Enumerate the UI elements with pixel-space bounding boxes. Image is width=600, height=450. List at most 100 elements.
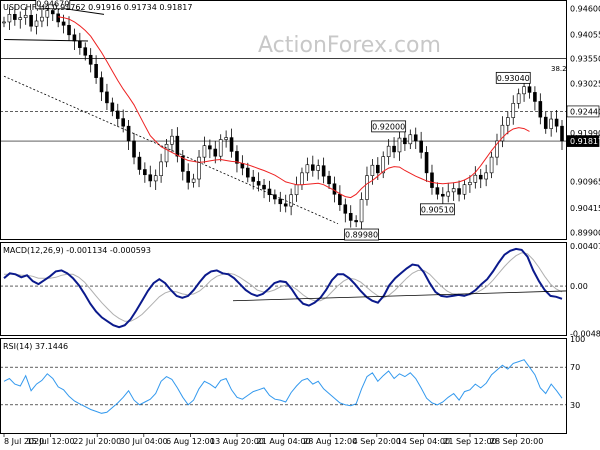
candle-body — [153, 175, 158, 182]
candle-body — [262, 184, 266, 190]
candle-body — [121, 118, 125, 127]
candle-body — [2, 21, 6, 24]
candle-body — [164, 143, 169, 163]
candle-body — [186, 171, 190, 183]
price-axis-tick-label: 0.94600 — [570, 5, 600, 14]
x-axis-tick-label: 14 Sep 04:00 — [397, 437, 450, 446]
price-axis-tick-label: 0.89900 — [570, 228, 600, 237]
candle-body — [191, 178, 196, 183]
candle-body — [50, 10, 55, 15]
macd-layer — [0, 247, 567, 329]
macd-axis-tick-label: 0.00 — [570, 282, 588, 291]
price-panel-frame — [0, 0, 567, 240]
candle-body — [126, 125, 131, 142]
x-axis-tick-label: 21 Aug 04:00 — [257, 437, 311, 446]
candle-body — [218, 139, 223, 157]
candle-body — [283, 203, 288, 207]
candle-body — [34, 20, 39, 27]
candle-body — [23, 14, 28, 18]
candle-body — [143, 169, 147, 176]
candle-body — [40, 16, 44, 22]
candle-body — [83, 47, 88, 56]
candle-body — [446, 191, 451, 197]
candle-body — [522, 86, 526, 95]
candle-body — [45, 10, 50, 18]
x-axis-tick-label: 4 Sep 20:00 — [353, 437, 401, 446]
candle-body — [468, 182, 472, 186]
macd-axis-tick-label: 0.004071 — [570, 242, 600, 251]
candle-body — [365, 175, 369, 200]
price-annotation-label: 0.90510 — [421, 205, 454, 214]
price-annotation-label: 0.93040 — [497, 74, 530, 83]
macd-panel-frame — [0, 242, 567, 336]
x-axis-tick-label: 8 Jul 2020 — [4, 437, 44, 446]
candle-body — [316, 165, 321, 171]
candle-body — [343, 204, 348, 214]
axis-layer: 0.94600 0.94055 0.93550 0.93025 0.92440 0.919… — [3, 5, 600, 446]
candle-body — [310, 164, 315, 171]
candle-body — [321, 165, 326, 177]
price-annotation-box — [495, 71, 531, 84]
price-axis-tick-label: 0.90415 — [570, 204, 600, 213]
price-axis-tick-label: 0.90965 — [570, 178, 600, 187]
price-axis-tick-label: 0.91817 — [570, 137, 600, 146]
x-axis-tick-label: 22 Jul 20:00 — [73, 437, 121, 446]
x-axis-tick-label: 28 Sep 20:00 — [490, 437, 543, 446]
candle-body — [500, 124, 505, 142]
candle-body — [419, 140, 423, 153]
candle-body — [235, 151, 239, 164]
candle-body — [451, 188, 456, 193]
candle-body — [376, 164, 380, 174]
candle-body — [533, 92, 537, 102]
candle-body — [441, 193, 445, 197]
rsi-axis-tick-label: 70 — [570, 363, 580, 372]
x-axis-tick-label: 28 Aug 12:00 — [303, 437, 357, 446]
candle-body — [56, 13, 60, 23]
candle-body — [105, 91, 109, 104]
candle-body — [516, 93, 521, 104]
candle-body — [403, 137, 407, 145]
rsi-line — [3, 359, 563, 414]
x-axis-tick-label: 13 Aug 20:00 — [210, 437, 264, 446]
candle-body — [202, 145, 207, 158]
candle-body — [273, 194, 277, 200]
trend-line-lower-top — [3, 39, 89, 42]
candle-body — [148, 174, 153, 182]
candle-body — [170, 135, 174, 145]
x-axis-tick-label: 21 Sep 12:00 — [443, 437, 496, 446]
candle-body — [300, 172, 304, 186]
candle-body — [115, 110, 120, 119]
candle-body — [435, 187, 440, 195]
candle-body — [484, 172, 488, 180]
candle-body — [408, 134, 413, 145]
price-axis-tick-label: 0.94055 — [570, 31, 600, 40]
price-annotation-box — [371, 120, 407, 133]
price-annotation-box — [344, 228, 379, 241]
price-annotation-label: 0.89980 — [345, 231, 378, 240]
candle-body — [88, 54, 93, 65]
price-axis-tick-label: 0.92440 — [570, 107, 600, 116]
candle-body — [213, 148, 218, 157]
price-layer: 0.94670 0.92000 0.93040 0.90510 0.89980 — [0, 0, 567, 241]
candle-body — [495, 140, 499, 158]
x-axis-tick-label: 15 Jul 12:00 — [27, 437, 75, 446]
candle-body — [489, 156, 494, 174]
candle-body — [354, 220, 358, 223]
candle-body — [457, 188, 461, 195]
candle-body — [267, 188, 272, 196]
macd-axis-tick-label: -0.004829 — [570, 329, 600, 338]
candle-body — [137, 156, 142, 170]
candle-body — [506, 117, 510, 126]
candle-body — [289, 194, 293, 207]
rsi-axis-tick-label: 100 — [570, 335, 585, 344]
candle-body — [67, 24, 71, 36]
watermark: ActionForex.com — [258, 33, 441, 58]
price-annotation-label: 0.94670 — [36, 0, 69, 8]
price-annotation-box — [419, 203, 455, 216]
rsi-axis-tick-label: 30 — [570, 401, 580, 410]
candle-body — [94, 64, 98, 78]
price-panel-title: USDCHF,H4 0.91762 0.91916 0.91734 0.9181… — [3, 3, 192, 12]
rsi-panel-frame — [0, 338, 567, 434]
candle-body — [256, 181, 261, 186]
